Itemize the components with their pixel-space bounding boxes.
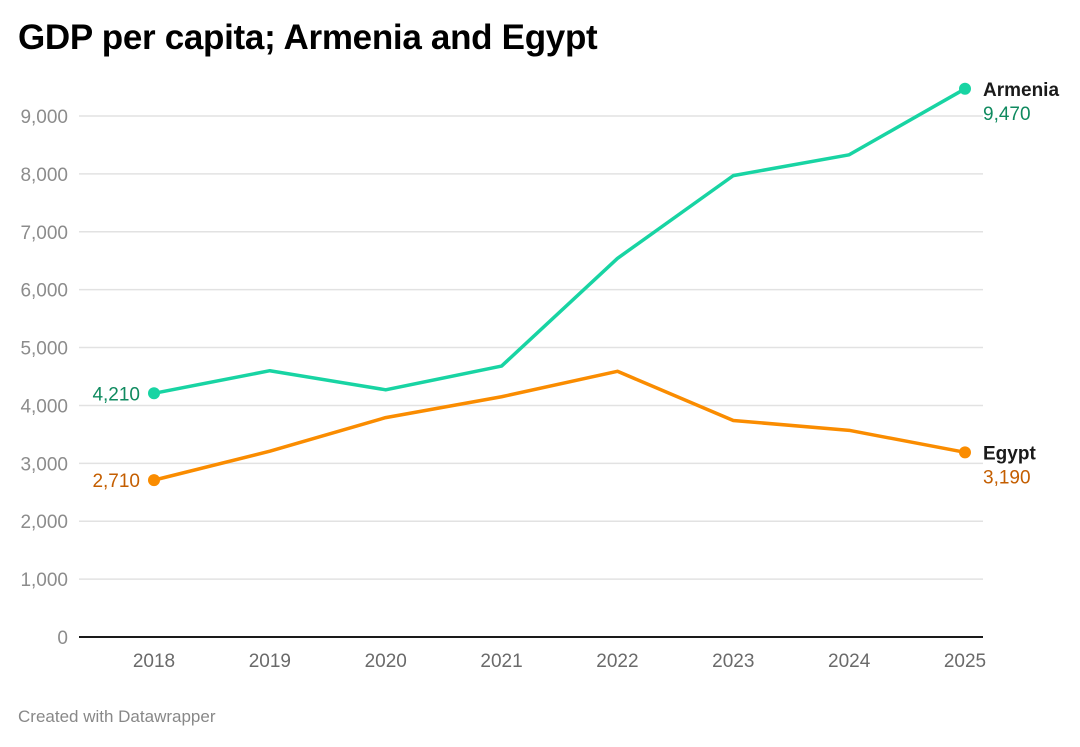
x-tick-label: 2018 — [133, 651, 175, 672]
x-tick-label: 2021 — [480, 651, 522, 672]
chart-title: GDP per capita; Armenia and Egypt — [18, 18, 598, 57]
start-point-egypt — [148, 474, 160, 487]
y-tick-label: 1,000 — [20, 570, 68, 591]
end-value-label-egypt: 3,190 — [983, 467, 1031, 488]
series-labels: 4,210 Armenia 9,470 2,710 Egypt 3,190 — [92, 80, 1059, 492]
y-tick-label: 7,000 — [20, 223, 68, 244]
y-tick-label: 0 — [57, 628, 68, 649]
x-tick-label: 2025 — [944, 651, 986, 672]
start-value-label-armenia: 4,210 — [92, 384, 140, 405]
y-tick-label: 3,000 — [20, 454, 68, 475]
x-tick-label: 2022 — [596, 651, 638, 672]
y-tick-label: 9,000 — [20, 107, 68, 128]
line-chart: 0 1,000 2,000 3,000 4,000 5,000 6,000 7,000 8,00… — [20, 80, 1059, 672]
series-lines — [148, 82, 971, 487]
x-tick-label: 2023 — [712, 651, 754, 672]
y-tick-label: 2,000 — [20, 512, 68, 533]
series-line-egypt — [152, 369, 967, 482]
x-tick-label: 2024 — [828, 651, 871, 672]
end-point-egypt — [959, 446, 971, 459]
start-point-armenia — [148, 387, 160, 400]
y-tick-label: 4,000 — [20, 396, 68, 417]
start-value-label-egypt: 2,710 — [92, 471, 140, 492]
y-tick-label: 8,000 — [20, 165, 68, 186]
y-axis-ticks: 0 1,000 2,000 3,000 4,000 5,000 6,000 7,000 8,00… — [20, 107, 68, 649]
x-axis-ticks: 2018 2019 2020 2021 2022 2023 2024 2025 — [133, 651, 986, 672]
end-value-label-armenia: 9,470 — [983, 104, 1031, 125]
x-tick-label: 2020 — [365, 651, 407, 672]
series-name-label-armenia: Armenia — [983, 80, 1059, 101]
series-line-armenia — [152, 87, 967, 396]
gridlines — [79, 115, 983, 580]
end-point-armenia — [959, 82, 971, 95]
y-tick-label: 5,000 — [20, 339, 68, 360]
series-name-label-egypt: Egypt — [983, 443, 1036, 464]
x-tick-label: 2019 — [249, 651, 291, 672]
footer-credit: Created with Datawrapper — [18, 707, 216, 726]
y-tick-label: 6,000 — [20, 281, 68, 302]
